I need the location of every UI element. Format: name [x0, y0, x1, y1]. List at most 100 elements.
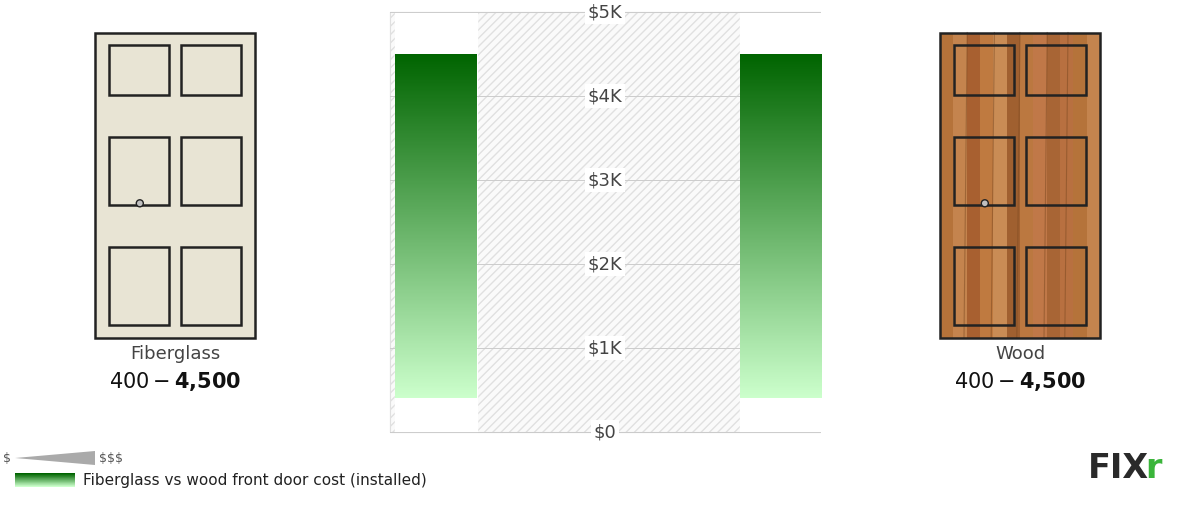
Bar: [740, 207, 822, 209]
Bar: [740, 350, 822, 351]
Bar: [395, 348, 478, 350]
Bar: [740, 352, 822, 353]
Bar: [395, 87, 478, 88]
Bar: [395, 285, 478, 287]
Bar: [740, 324, 822, 326]
Bar: [740, 162, 822, 163]
Bar: [740, 74, 822, 76]
Bar: [740, 336, 822, 338]
Bar: [740, 261, 822, 263]
Bar: [740, 216, 822, 218]
Bar: [740, 312, 822, 313]
Bar: [740, 361, 822, 363]
Bar: [740, 255, 822, 257]
Bar: [740, 77, 822, 79]
Bar: [395, 342, 478, 343]
Bar: [395, 319, 478, 320]
Bar: [395, 235, 478, 236]
Bar: [740, 267, 822, 269]
Bar: [395, 59, 478, 61]
Bar: [395, 386, 478, 388]
Bar: [954, 45, 1014, 95]
Bar: [395, 125, 478, 126]
Text: $4K: $4K: [588, 87, 623, 105]
Bar: [14, 485, 74, 486]
Bar: [395, 312, 478, 313]
Bar: [395, 371, 478, 373]
Bar: [395, 96, 478, 97]
Bar: [740, 358, 822, 360]
Bar: [14, 474, 74, 475]
Bar: [395, 62, 478, 63]
Bar: [395, 142, 478, 144]
Bar: [395, 77, 478, 79]
Bar: [395, 396, 478, 397]
Bar: [395, 276, 478, 278]
Bar: [940, 32, 954, 338]
Bar: [740, 359, 822, 361]
Bar: [740, 103, 822, 105]
Bar: [395, 344, 478, 346]
Bar: [395, 189, 478, 191]
Bar: [740, 163, 822, 164]
Bar: [740, 101, 822, 102]
Bar: [395, 137, 478, 139]
Bar: [395, 336, 478, 338]
Bar: [740, 297, 822, 299]
Bar: [740, 354, 822, 356]
Bar: [740, 154, 822, 156]
Bar: [395, 70, 478, 71]
Bar: [395, 166, 478, 168]
Bar: [395, 167, 478, 169]
Bar: [740, 110, 822, 111]
Bar: [740, 195, 822, 196]
Bar: [740, 245, 822, 247]
Text: $2K: $2K: [588, 255, 623, 273]
Bar: [740, 242, 822, 244]
Bar: [740, 100, 822, 101]
Bar: [740, 394, 822, 396]
Bar: [395, 115, 478, 117]
Bar: [740, 98, 822, 100]
Bar: [740, 323, 822, 325]
Bar: [740, 337, 822, 339]
Bar: [740, 190, 822, 192]
Bar: [395, 362, 478, 364]
Bar: [740, 206, 822, 208]
Circle shape: [137, 200, 143, 207]
Bar: [395, 393, 478, 395]
Bar: [740, 251, 822, 252]
Bar: [395, 255, 478, 257]
Bar: [740, 57, 822, 58]
Bar: [740, 256, 822, 259]
Bar: [740, 258, 822, 260]
Bar: [395, 240, 478, 241]
Bar: [14, 481, 74, 482]
Bar: [395, 172, 478, 173]
Bar: [395, 292, 478, 294]
Bar: [740, 300, 822, 302]
Bar: [109, 247, 168, 325]
Bar: [740, 155, 822, 157]
Bar: [740, 244, 822, 246]
Bar: [740, 187, 822, 188]
Bar: [740, 393, 822, 395]
Bar: [395, 173, 478, 174]
Bar: [395, 231, 478, 233]
Bar: [395, 92, 478, 94]
Bar: [740, 291, 822, 293]
Bar: [740, 80, 822, 82]
Bar: [395, 267, 478, 269]
Bar: [395, 165, 478, 167]
Bar: [395, 306, 478, 308]
Bar: [740, 230, 822, 232]
Bar: [395, 369, 478, 371]
Bar: [740, 341, 822, 342]
Bar: [740, 249, 822, 250]
Bar: [740, 184, 822, 186]
Bar: [740, 246, 822, 248]
Bar: [740, 81, 822, 83]
Bar: [395, 232, 478, 234]
Bar: [740, 79, 822, 81]
Bar: [740, 313, 822, 314]
